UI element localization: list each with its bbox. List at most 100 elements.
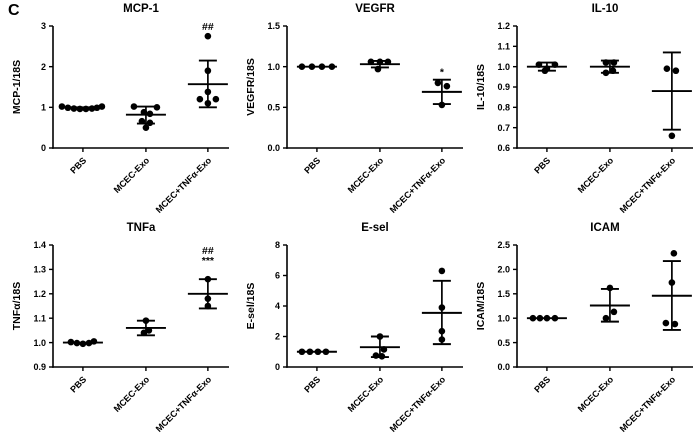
data-point bbox=[384, 58, 392, 66]
group-1: MCEC-Exo bbox=[576, 284, 630, 414]
x-category-label: MCEC-Exo bbox=[576, 374, 616, 414]
group-2: MCEC+TNFα-Exo bbox=[618, 249, 692, 434]
y-tick-label: 0.8 bbox=[497, 103, 510, 113]
y-axis-label: ICAM/18S bbox=[475, 281, 487, 331]
data-point bbox=[662, 319, 670, 327]
data-point bbox=[76, 105, 84, 113]
group-2: MCEC+TNFα-Exo ##*** bbox=[154, 245, 228, 434]
x-category-label: PBS bbox=[532, 155, 552, 175]
scatter-plot-mcp-1: 0 1 2 3 PBS MCEC-Exo MCEC+TNFα-Exo ## bbox=[41, 21, 229, 215]
panel-title: MCP-1 bbox=[123, 3, 159, 15]
data-point bbox=[376, 58, 384, 66]
y-axis-label: TNFα/18S bbox=[11, 281, 23, 331]
data-point bbox=[204, 99, 212, 107]
data-point bbox=[204, 67, 212, 75]
data-point bbox=[138, 117, 146, 125]
data-point bbox=[204, 275, 212, 283]
y-tick-label: 1.0 bbox=[497, 313, 510, 323]
data-point bbox=[438, 336, 446, 343]
y-tick-label: 2 bbox=[41, 62, 46, 72]
x-category-label: MCEC+TNFα-Exo bbox=[618, 155, 678, 215]
data-point bbox=[140, 108, 148, 116]
y-tick-label: 1 bbox=[41, 103, 46, 113]
y-tick-label: 1.5 bbox=[267, 21, 280, 31]
y-tick-label: 3 bbox=[41, 21, 46, 31]
group-0: PBS bbox=[526, 61, 567, 176]
data-point bbox=[82, 105, 90, 113]
data-point bbox=[529, 314, 537, 322]
y-tick-label: 2.5 bbox=[497, 240, 510, 250]
y-tick-label: 1.4 bbox=[33, 240, 46, 250]
data-point bbox=[314, 348, 322, 356]
data-point bbox=[378, 353, 386, 360]
panel-title: IL-10 bbox=[591, 3, 619, 15]
group-0: PBS bbox=[296, 348, 337, 395]
y-tick-label: 0.5 bbox=[497, 338, 510, 348]
significance-annotation: *** bbox=[202, 255, 215, 267]
x-category-label: MCEC-Exo bbox=[112, 155, 152, 195]
data-point bbox=[376, 333, 384, 340]
y-tick-label: 2 bbox=[275, 332, 280, 342]
data-point bbox=[204, 32, 212, 40]
data-point bbox=[602, 314, 610, 322]
data-point bbox=[610, 59, 618, 66]
data-point bbox=[668, 132, 676, 140]
x-category-label: MCEC+TNFα-Exo bbox=[154, 374, 214, 434]
data-point bbox=[308, 63, 316, 70]
y-tick-label: 1.2 bbox=[497, 21, 510, 31]
data-point bbox=[130, 103, 138, 110]
y-tick-label: 8 bbox=[275, 240, 280, 250]
panel-tnfa: 0.9 1.0 1.1 1.2 1.3 1.4 PBS MCEC-Exo MCEC+TNFα-E… bbox=[3, 219, 233, 439]
scatter-plot-il-10: 0.6 0.7 0.8 0.9 1.0 1.1 1.2 PBS MCEC-Exo MCEC+TNF… bbox=[497, 21, 693, 215]
data-point bbox=[204, 295, 212, 302]
y-tick-label: 0.0 bbox=[497, 362, 510, 372]
y-axis: 0.0 0.5 1.0 1.5 2.0 2.5 bbox=[497, 240, 518, 372]
data-point bbox=[438, 304, 446, 311]
scatter-plot-vegfr: 0.0 0.5 1.0 1.5 PBS MCEC-Exo MCEC+TNFα-Exo * bbox=[267, 21, 463, 215]
data-point bbox=[298, 63, 306, 70]
y-tick-label: 0.5 bbox=[267, 103, 280, 113]
x-category-label: MCEC+TNFα-Exo bbox=[618, 374, 678, 434]
panel-title: VEGFR bbox=[355, 3, 395, 15]
data-point bbox=[196, 95, 204, 103]
data-point bbox=[551, 61, 559, 68]
data-point bbox=[212, 95, 220, 103]
data-point bbox=[64, 104, 72, 112]
data-point bbox=[322, 348, 330, 356]
data-point bbox=[602, 69, 610, 77]
y-tick-label: 4 bbox=[275, 301, 280, 311]
panel-title: ICAM bbox=[590, 222, 620, 234]
data-point bbox=[536, 314, 544, 322]
y-axis-label: E-sel/18S bbox=[245, 282, 257, 330]
data-point bbox=[671, 320, 679, 328]
panel-title: E-sel bbox=[361, 222, 389, 234]
group-1: MCEC-Exo bbox=[346, 333, 400, 414]
data-point bbox=[672, 67, 680, 75]
y-tick-label: 0.0 bbox=[267, 143, 280, 153]
y-tick-label: 0.9 bbox=[497, 82, 510, 92]
group-0: PBS bbox=[526, 314, 567, 395]
data-point bbox=[610, 308, 618, 316]
data-point bbox=[204, 302, 212, 310]
data-point bbox=[58, 103, 66, 110]
x-category-label: MCEC+TNFα-Exo bbox=[154, 155, 214, 215]
data-point bbox=[306, 348, 314, 356]
data-point bbox=[146, 110, 154, 118]
data-point bbox=[668, 279, 676, 286]
data-point bbox=[380, 346, 388, 353]
data-point bbox=[98, 103, 106, 110]
data-point bbox=[328, 63, 336, 70]
group-2: MCEC+TNFα-Exo * bbox=[388, 66, 462, 215]
group-2: MCEC+TNFα-Exo bbox=[388, 267, 462, 434]
data-point bbox=[85, 339, 93, 347]
x-category-label: MCEC-Exo bbox=[346, 155, 386, 195]
data-point bbox=[298, 348, 306, 356]
group-1: MCEC-Exo bbox=[112, 317, 166, 414]
y-tick-label: 6 bbox=[275, 271, 280, 281]
data-point bbox=[541, 67, 549, 75]
group-2: MCEC+TNFα-Exo bbox=[618, 51, 692, 215]
data-point bbox=[70, 105, 78, 112]
x-category-label: PBS bbox=[532, 374, 552, 394]
data-point bbox=[438, 267, 446, 275]
